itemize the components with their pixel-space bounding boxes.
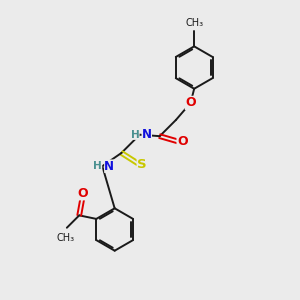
Text: O: O [185, 96, 196, 110]
Text: O: O [177, 135, 188, 148]
Text: CH₃: CH₃ [56, 233, 74, 243]
Text: S: S [137, 158, 147, 171]
Text: CH₃: CH₃ [185, 18, 203, 28]
Text: N: N [104, 160, 114, 173]
Text: H: H [131, 130, 140, 140]
Text: O: O [78, 187, 88, 200]
Text: N: N [142, 128, 152, 141]
Text: H: H [93, 161, 102, 171]
